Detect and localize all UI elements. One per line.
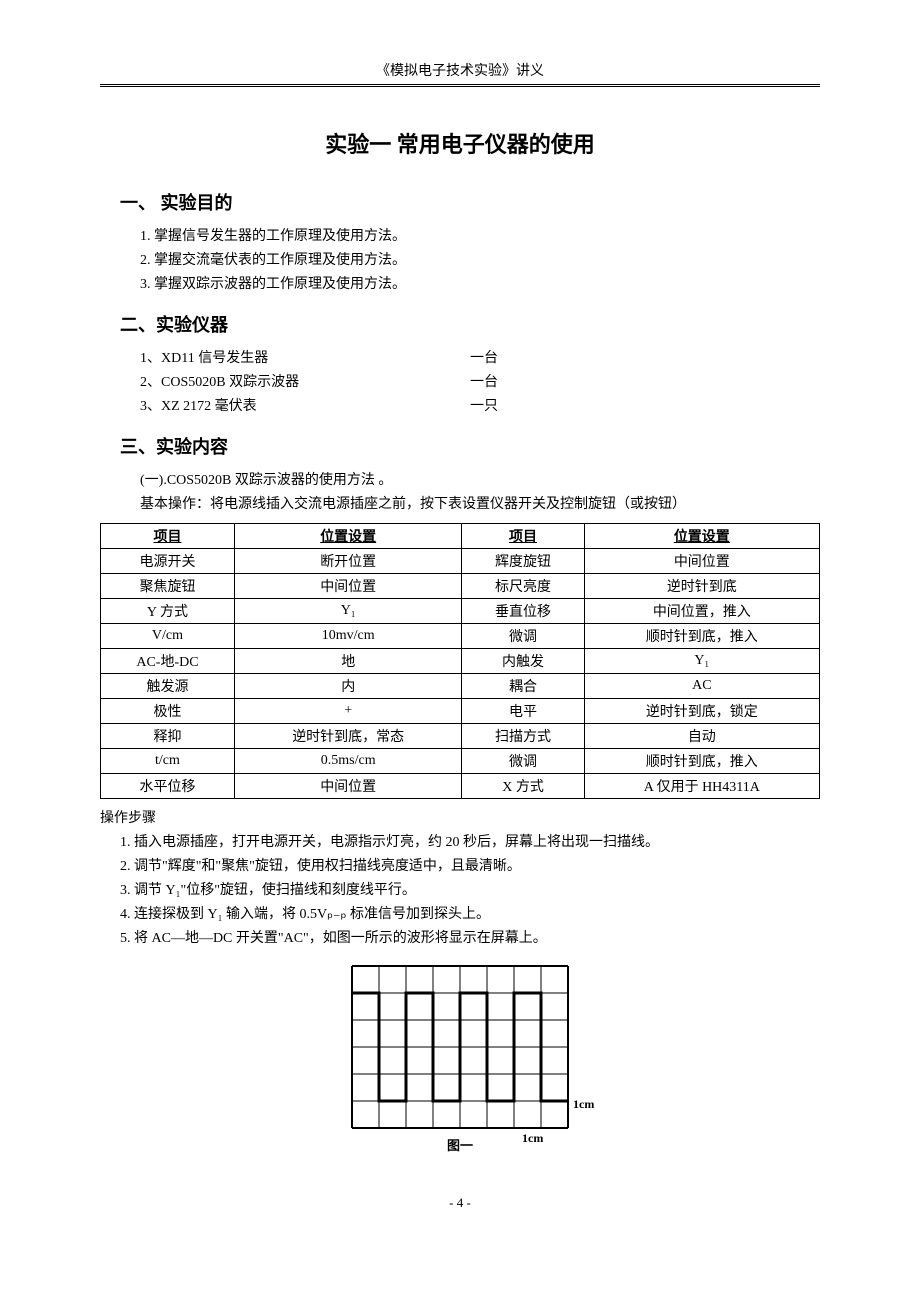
table-row: 释抑逆时针到底，常态扫描方式自动 [101, 724, 820, 749]
table-cell: Y₁ [234, 599, 462, 624]
table-cell: 电平 [462, 699, 584, 724]
section-1-heading: 一、 实验目的 [120, 189, 800, 215]
table-cell: 电源开关 [101, 549, 235, 574]
table-cell: Y₁ [584, 649, 819, 674]
table-cell: 微调 [462, 624, 584, 649]
step-item: 3. 调节 Y₁"位移"旋钮，使扫描线和刻度线平行。 [120, 879, 820, 899]
table-cell: 中间位置 [234, 574, 462, 599]
table-cell: 微调 [462, 749, 584, 774]
table-header-cell: 位置设置 [584, 524, 819, 549]
table-cell: AC [584, 674, 819, 699]
objective-item: 3. 掌握双踪示波器的工作原理及使用方法。 [140, 273, 800, 293]
section-3-heading: 三、实验内容 [120, 433, 800, 459]
equipment-row: 2、COS5020B 双踪示波器一台 [140, 371, 800, 391]
table-cell: 顺时针到底，推入 [584, 749, 819, 774]
y-axis-label: 1cm [573, 1097, 594, 1112]
table-cell: 水平位移 [101, 774, 235, 799]
table-cell: 断开位置 [234, 549, 462, 574]
table-cell: 0.5ms/cm [234, 749, 462, 774]
table-cell: Y 方式 [101, 599, 235, 624]
table-cell: 极性 [101, 699, 235, 724]
table-cell: 内触发 [462, 649, 584, 674]
table-cell: 中间位置 [234, 774, 462, 799]
table-row: 聚焦旋钮中间位置标尺亮度逆时针到底 [101, 574, 820, 599]
objective-item: 1. 掌握信号发生器的工作原理及使用方法。 [140, 225, 800, 245]
table-cell: 中间位置 [584, 549, 819, 574]
table-cell: t/cm [101, 749, 235, 774]
table-cell: 10mv/cm [234, 624, 462, 649]
equipment-name: 1、XD11 信号发生器 [140, 347, 470, 367]
equipment-qty: 一台 [470, 347, 530, 367]
table-header-cell: 位置设置 [234, 524, 462, 549]
table-cell: 垂直位移 [462, 599, 584, 624]
figure-wrap: 1cm 1cm 图一 [100, 965, 820, 1155]
table-row: 触发源内耦合AC [101, 674, 820, 699]
table-cell: X 方式 [462, 774, 584, 799]
table-cell: 触发源 [101, 674, 235, 699]
equipment-row: 3、XZ 2172 毫伏表一只 [140, 395, 800, 415]
table-header-cell: 项目 [462, 524, 584, 549]
page-number: - 4 - [100, 1195, 820, 1211]
table-cell: 释抑 [101, 724, 235, 749]
page-title: 实验一 常用电子仪器的使用 [100, 127, 820, 159]
x-axis-label: 1cm [522, 1131, 543, 1146]
figure-label: 图一 [447, 1135, 473, 1154]
table-cell: 地 [234, 649, 462, 674]
table-cell: 扫描方式 [462, 724, 584, 749]
section-2-heading: 二、实验仪器 [120, 311, 800, 337]
grid-figure [351, 965, 569, 1129]
table-cell: 聚焦旋钮 [101, 574, 235, 599]
table-row: 水平位移中间位置X 方式A 仅用于 HH4311A [101, 774, 820, 799]
sec3-para2: 基本操作：将电源线插入交流电源插座之前，按下表设置仪器开关及控制旋钮（或按钮） [140, 493, 800, 513]
table-cell: 标尺亮度 [462, 574, 584, 599]
equipment-name: 3、XZ 2172 毫伏表 [140, 395, 470, 415]
objective-item: 2. 掌握交流毫伏表的工作原理及使用方法。 [140, 249, 800, 269]
table-row: t/cm0.5ms/cm微调顺时针到底，推入 [101, 749, 820, 774]
table-cell: 逆时针到底，锁定 [584, 699, 819, 724]
table-cell: 中间位置，推入 [584, 599, 819, 624]
step-item: 4. 连接探极到 Y₁ 输入端，将 0.5Vₚ₋ₚ 标准信号加到探头上。 [120, 903, 820, 923]
equipment-qty: 一只 [470, 395, 530, 415]
table-cell: 逆时针到底 [584, 574, 819, 599]
table-cell: + [234, 699, 462, 724]
table-row: 极性+电平逆时针到底，锁定 [101, 699, 820, 724]
table-cell: 内 [234, 674, 462, 699]
step-item: 5. 将 AC—地—DC 开关置"AC"，如图一所示的波形将显示在屏幕上。 [120, 927, 820, 947]
table-cell: 自动 [584, 724, 819, 749]
table-cell: AC-地-DC [101, 649, 235, 674]
table-cell: 辉度旋钮 [462, 549, 584, 574]
table-cell: 耦合 [462, 674, 584, 699]
sec3-para1: (一).COS5020B 双踪示波器的使用方法 。 [140, 469, 800, 489]
steps-label: 操作步骤 [100, 807, 820, 827]
step-item: 2. 调节"辉度"和"聚焦"旋钮，使用权扫描线亮度适中，且最清晰。 [120, 855, 820, 875]
table-cell: 顺时针到底，推入 [584, 624, 819, 649]
table-row: V/cm10mv/cm微调顺时针到底，推入 [101, 624, 820, 649]
table-cell: 逆时针到底，常态 [234, 724, 462, 749]
table-row: 电源开关断开位置辉度旋钮中间位置 [101, 549, 820, 574]
table-cell: A 仅用于 HH4311A [584, 774, 819, 799]
equipment-row: 1、XD11 信号发生器一台 [140, 347, 800, 367]
equipment-name: 2、COS5020B 双踪示波器 [140, 371, 470, 391]
equipment-qty: 一台 [470, 371, 530, 391]
table-row: Y 方式Y₁垂直位移中间位置，推入 [101, 599, 820, 624]
doc-header: 《模拟电子技术实验》讲义 [100, 60, 820, 80]
content-block: 一、 实验目的 1. 掌握信号发生器的工作原理及使用方法。 2. 掌握交流毫伏表的… [100, 189, 820, 513]
settings-table: 项目位置设置项目位置设置电源开关断开位置辉度旋钮中间位置聚焦旋钮中间位置标尺亮度… [100, 523, 820, 799]
table-row: AC-地-DC地内触发Y₁ [101, 649, 820, 674]
step-item: 1. 插入电源插座，打开电源开关，电源指示灯亮，约 20 秒后，屏幕上将出现一扫… [120, 831, 820, 851]
header-rule [100, 84, 820, 87]
table-header-cell: 项目 [101, 524, 235, 549]
table-cell: V/cm [101, 624, 235, 649]
